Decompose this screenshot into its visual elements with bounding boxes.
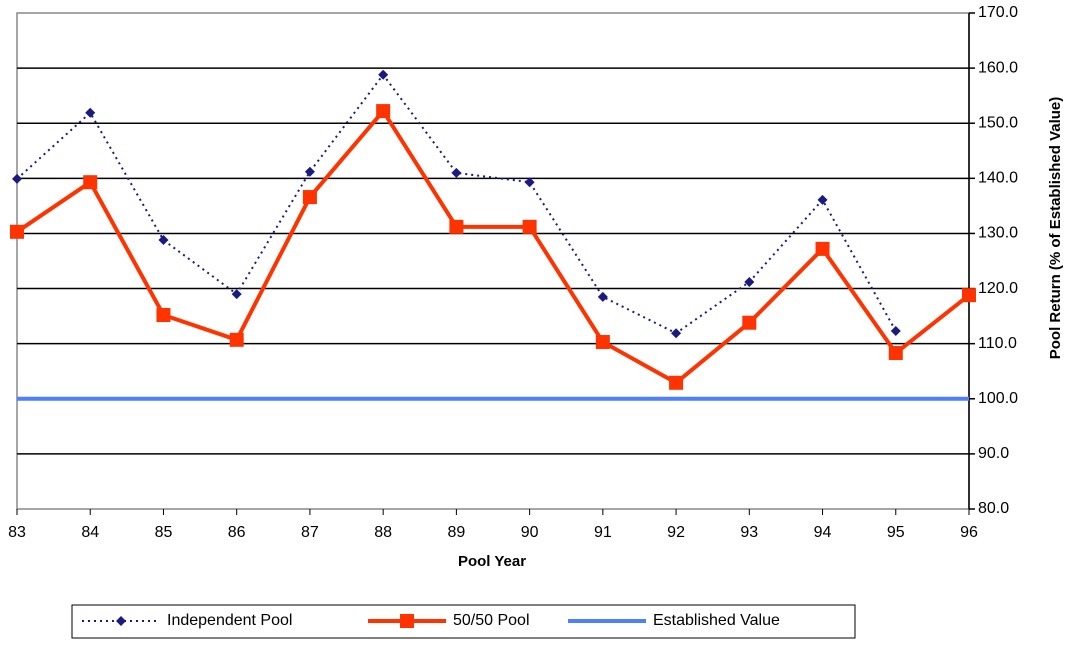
x-tick-label: 85 (155, 524, 173, 541)
plot-frame (16, 12, 970, 510)
y-tick-label: 80.0 (978, 500, 1009, 517)
x-tick-label: 93 (740, 524, 758, 541)
data-point (597, 291, 608, 302)
data-point (744, 276, 755, 287)
data-point (595, 335, 610, 350)
x-tick-label: 94 (814, 524, 832, 541)
data-point (671, 328, 682, 339)
data-point (85, 107, 96, 118)
x-tick-label: 86 (228, 524, 246, 541)
data-point (890, 325, 901, 336)
legend-label: Established Value (653, 612, 780, 629)
data-point (304, 166, 315, 177)
x-tick-label: 96 (960, 524, 978, 541)
x-tick-label: 89 (447, 524, 465, 541)
x-tick-label: 83 (8, 524, 26, 541)
series-line (16, 73, 897, 335)
data-point (302, 190, 317, 205)
data-point (888, 346, 903, 361)
data-point (231, 289, 242, 300)
y-tick-label: 90.0 (978, 445, 1009, 462)
legend-label: Independent Pool (167, 612, 292, 629)
x-tick-label: 87 (301, 524, 319, 541)
y-tick-label: 150.0 (978, 114, 1018, 131)
x-axis-title: Pool Year (458, 553, 526, 570)
data-point (156, 308, 171, 323)
data-point (10, 224, 24, 239)
data-point (12, 173, 22, 184)
x-tick-label: 95 (887, 524, 905, 541)
x-tick-label: 91 (594, 524, 612, 541)
y-tick-label: 110.0 (978, 335, 1017, 352)
data-point (669, 375, 684, 390)
y-tick-label: 170.0 (978, 4, 1018, 21)
legend-box (71, 604, 856, 639)
data-point (83, 175, 98, 190)
y-tick-label: 160.0 (978, 59, 1018, 76)
legend-label: 50/50 Pool (453, 612, 530, 629)
x-tick-label: 84 (81, 524, 99, 541)
data-point (376, 104, 391, 119)
data-point (449, 219, 464, 234)
y-tick-label: 130.0 (978, 225, 1018, 242)
data-point (158, 235, 169, 246)
y-tick-label: 120.0 (978, 280, 1018, 297)
data-point (522, 219, 537, 234)
data-point (962, 288, 976, 303)
data-point (524, 177, 535, 188)
data-point (742, 315, 757, 330)
data-point (229, 332, 244, 347)
y-tick-label: 140.0 (978, 170, 1018, 187)
x-tick-label: 90 (521, 524, 539, 541)
data-point (815, 241, 830, 256)
y-tick-label: 100.0 (978, 390, 1018, 407)
series-line (15, 109, 971, 385)
legend-marker (116, 616, 126, 626)
data-point (451, 167, 462, 178)
x-tick-label: 92 (667, 524, 685, 541)
data-point (817, 194, 828, 205)
data-point (378, 69, 389, 80)
y-axis-title: Pool Return (% of Established Value) (1047, 97, 1064, 360)
legend-marker (400, 614, 414, 628)
x-tick-label: 88 (374, 524, 392, 541)
